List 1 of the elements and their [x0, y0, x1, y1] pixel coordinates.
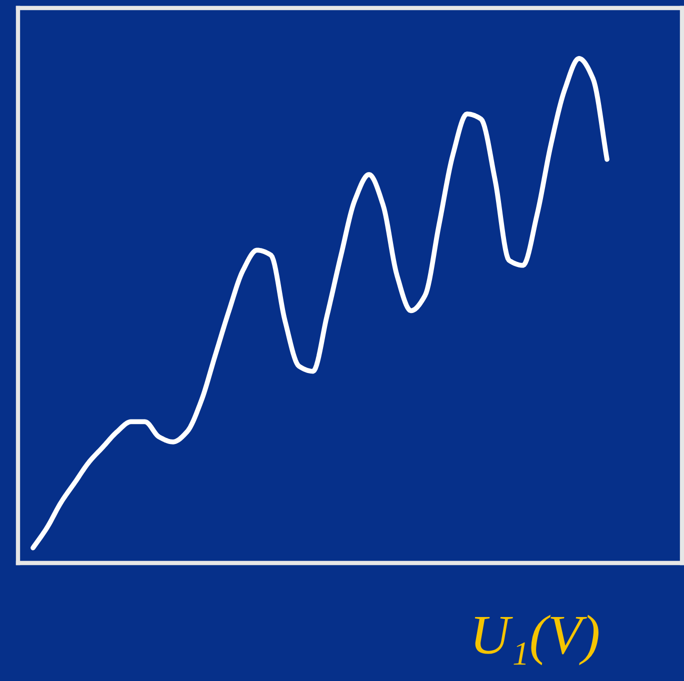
- x-axis-title: U₁(V): [474, 614, 598, 666]
